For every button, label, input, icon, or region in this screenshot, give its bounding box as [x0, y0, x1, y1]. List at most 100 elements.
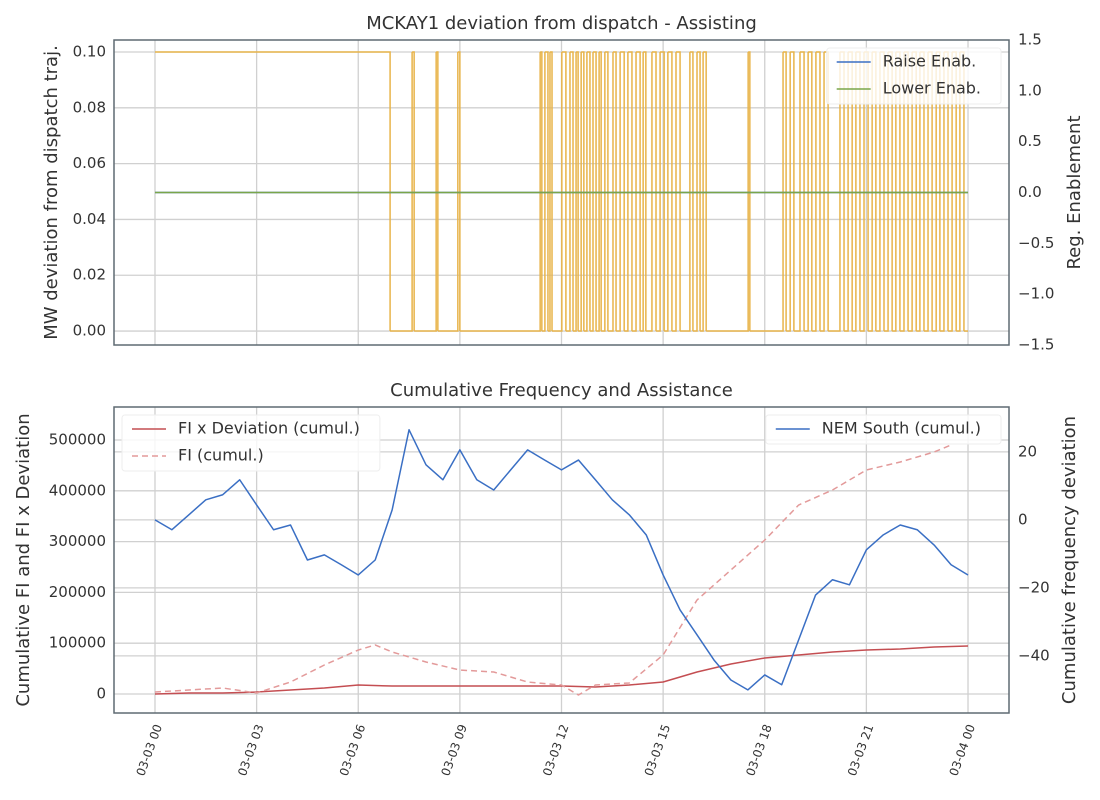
- y2-tick-label: 0.5: [1018, 132, 1042, 150]
- step-segment: [790, 51, 795, 332]
- step-segment: [154, 51, 391, 332]
- x-tick-label: 03-03 18: [743, 722, 775, 777]
- step-segment: [783, 51, 787, 332]
- y-axis-label: Cumulative FI and FI x Deviation: [13, 413, 34, 706]
- step-segment: [786, 51, 791, 332]
- step-segment: [692, 51, 698, 332]
- step-segment: [923, 51, 929, 332]
- step-segment: [859, 51, 865, 332]
- step-segment: [819, 51, 825, 332]
- step-segment: [544, 51, 549, 332]
- step-segment: [645, 51, 653, 332]
- step-segment: [808, 51, 813, 332]
- step-segment: [540, 51, 543, 332]
- step-segment: [437, 51, 459, 332]
- y-tick-label: 500000: [49, 431, 106, 449]
- step-segment: [561, 51, 567, 332]
- step-segment: [578, 51, 582, 332]
- step-segment: [636, 51, 641, 332]
- x-tick-label: 03-03 09: [438, 722, 470, 777]
- step-segment: [749, 51, 784, 332]
- step-segment: [586, 51, 591, 332]
- legend-label: FI x Deviation (cumul.): [178, 419, 360, 438]
- y2-tick-label: −20: [1018, 578, 1050, 596]
- step-segment: [667, 51, 673, 332]
- step-segment: [948, 51, 953, 332]
- x-tick-label: 03-03 12: [540, 722, 572, 777]
- step-segment: [596, 51, 600, 332]
- step-segment: [932, 51, 937, 332]
- y-tick-label: 0.08: [73, 98, 106, 116]
- legend-box: [121, 414, 381, 472]
- step-segment: [640, 51, 644, 332]
- step-segment: [703, 51, 707, 332]
- y-tick-label: 100000: [49, 634, 106, 652]
- step-segment: [671, 51, 677, 332]
- x-tick-label: 03-03 00: [133, 722, 165, 777]
- step-segment: [573, 51, 577, 332]
- legend: FI x Deviation (cumul.) FI (cumul.): [121, 414, 381, 472]
- step-segment: [956, 51, 961, 332]
- data-line: [154, 645, 969, 695]
- y2-tick-label: 0.0: [1018, 183, 1042, 201]
- step-segment: [883, 51, 889, 332]
- x-tick-label: 03-03 15: [642, 722, 674, 777]
- step-segment: [680, 51, 691, 332]
- legend-label: FI (cumul.): [178, 446, 264, 465]
- y2-tick-label: 20: [1018, 442, 1037, 460]
- step-segment: [660, 51, 665, 332]
- y-axis-label: MW deviation from dispatch traj.: [41, 45, 62, 340]
- chart-title: Cumulative Frequency and Assistance: [390, 380, 733, 401]
- y2-tick-label: 1.5: [1018, 31, 1042, 49]
- x-tick-label: 03-03 06: [337, 722, 369, 777]
- step-segment: [811, 51, 817, 332]
- step-segment: [868, 51, 873, 332]
- chart-title: MCKAY1 deviation from dispatch - Assisti…: [366, 13, 757, 34]
- y-tick-label: 0.10: [73, 42, 106, 60]
- step-segment: [697, 51, 701, 332]
- y-tick-label: 0: [96, 685, 106, 703]
- step-segment: [414, 51, 437, 332]
- step-segment: [412, 51, 415, 332]
- step-segment: [892, 51, 897, 332]
- step-segment: [815, 51, 821, 332]
- step-segment: [631, 51, 637, 332]
- step-segment: [459, 51, 541, 332]
- step-segment: [651, 51, 657, 332]
- legend: NEM South (cumul.): [765, 414, 1002, 445]
- x-tick-label: 03-04 00: [947, 722, 979, 777]
- step-segment: [436, 51, 439, 332]
- step-segment: [828, 51, 841, 332]
- legend-label: NEM South (cumul.): [822, 419, 981, 438]
- step-segment: [908, 51, 913, 332]
- step-segment: [612, 51, 617, 332]
- step-segment: [875, 51, 881, 332]
- step-segment: [616, 51, 621, 332]
- step-segment: [799, 51, 805, 332]
- y2-tick-label: 1.0: [1018, 81, 1042, 99]
- step-segment: [624, 51, 629, 332]
- y-tick-label: 0.00: [73, 322, 106, 340]
- y2-tick-label: 0: [1018, 510, 1028, 528]
- step-segment: [939, 51, 945, 332]
- step-segment: [599, 51, 602, 332]
- y-tick-label: 0.04: [73, 210, 106, 228]
- y2-tick-label: −1.0: [1018, 285, 1054, 303]
- data-line: [154, 444, 952, 696]
- data-line: [154, 429, 969, 691]
- step-segment: [583, 51, 588, 332]
- step-segment: [700, 51, 704, 332]
- y2-axis-label: Cumulative frequency deviation: [1059, 416, 1080, 704]
- y-tick-label: 0.02: [73, 266, 106, 284]
- step-segment: [793, 51, 801, 332]
- step-segment: [601, 51, 606, 332]
- step-segment: [549, 51, 553, 332]
- step-segment: [804, 51, 809, 332]
- y2-tick-label: −40: [1018, 646, 1050, 664]
- step-segment: [627, 51, 633, 332]
- step-segment: [643, 51, 647, 332]
- step-segment: [604, 51, 609, 332]
- y-tick-label: 300000: [49, 532, 106, 550]
- step-segment: [620, 51, 625, 332]
